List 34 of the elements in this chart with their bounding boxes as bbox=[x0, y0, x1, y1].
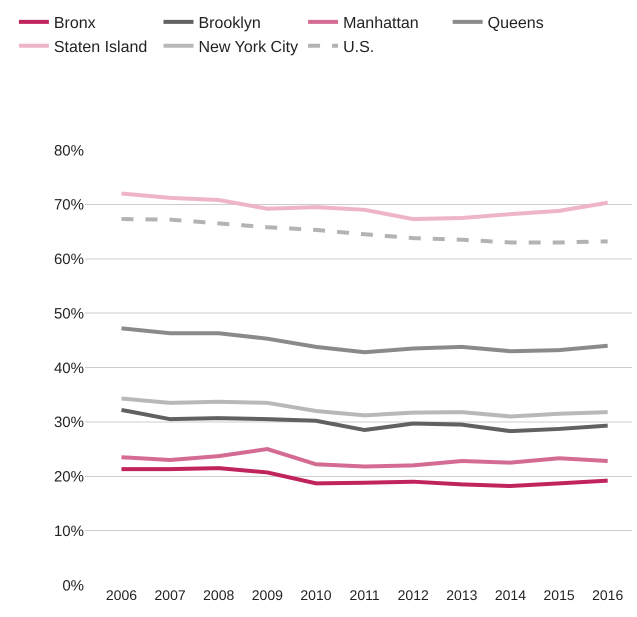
line-series bbox=[119, 217, 610, 244]
line-series bbox=[119, 408, 610, 434]
y-tick-label: 40% bbox=[54, 360, 84, 377]
legend-label: Bronx bbox=[54, 15, 96, 32]
y-tick-label: 50% bbox=[54, 305, 84, 322]
x-tick-label: 2015 bbox=[543, 587, 575, 603]
line-series bbox=[119, 396, 610, 418]
line-series bbox=[119, 466, 610, 488]
legend-label: Queens bbox=[488, 15, 544, 32]
x-tick-label: 2006 bbox=[106, 587, 138, 603]
legend-label: U.S. bbox=[343, 38, 374, 56]
line-series bbox=[119, 192, 610, 222]
y-tick-label: 60% bbox=[54, 251, 84, 268]
x-tick-label: 2008 bbox=[203, 587, 234, 603]
line-series bbox=[119, 447, 610, 468]
x-tick-label: 2010 bbox=[300, 587, 332, 603]
y-tick-label: 10% bbox=[54, 522, 84, 540]
legend-label: Brooklyn bbox=[198, 15, 261, 32]
legend-label: New York City bbox=[198, 38, 298, 56]
y-tick-label: 20% bbox=[54, 468, 84, 486]
y-tick-label: 80% bbox=[54, 142, 84, 160]
x-tick-label: 2013 bbox=[446, 587, 478, 603]
x-tick-label: 2016 bbox=[592, 587, 624, 603]
legend-label: Staten Island bbox=[54, 38, 148, 56]
x-tick-label: 2012 bbox=[398, 587, 429, 603]
y-tick-label: 30% bbox=[54, 414, 84, 432]
y-tick-label: 0% bbox=[62, 577, 84, 594]
line-series bbox=[119, 326, 610, 354]
legend-label: Manhattan bbox=[343, 15, 419, 32]
x-tick-label: 2009 bbox=[252, 587, 284, 603]
y-tick-label: 70% bbox=[54, 196, 84, 214]
x-tick-label: 2007 bbox=[154, 587, 186, 603]
x-tick-label: 2014 bbox=[494, 587, 526, 603]
x-tick-label: 2011 bbox=[350, 587, 380, 603]
